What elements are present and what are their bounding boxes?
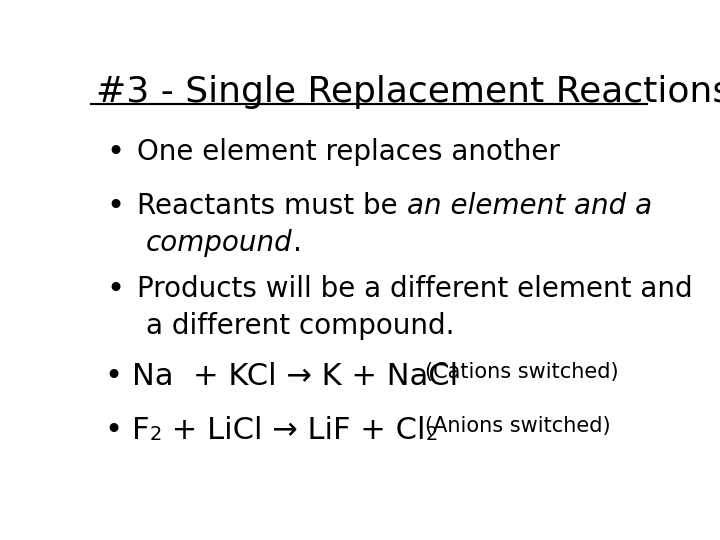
Text: F: F (132, 416, 149, 445)
Text: + LiCl → LiF + Cl: + LiCl → LiF + Cl (162, 416, 426, 445)
Text: •: • (107, 138, 125, 166)
Text: #3 - Single Replacement Reactions: #3 - Single Replacement Reactions (96, 75, 720, 109)
Text: •: • (104, 416, 122, 445)
Text: 2: 2 (426, 426, 438, 444)
Text: a different compound.: a different compound. (145, 312, 454, 340)
Text: an element and a: an element and a (407, 192, 652, 220)
Text: (Anions switched): (Anions switched) (425, 416, 611, 436)
Text: .: . (292, 229, 302, 257)
Text: (Cations switched): (Cations switched) (425, 362, 618, 382)
Text: Products will be a different element and: Products will be a different element and (138, 275, 693, 303)
Text: •: • (104, 362, 122, 391)
Text: 2: 2 (149, 426, 162, 444)
Text: •: • (107, 192, 125, 221)
Text: Na  + KCl → K + NaCl: Na + KCl → K + NaCl (132, 362, 458, 391)
Text: compound: compound (145, 229, 292, 257)
Text: One element replaces another: One element replaces another (138, 138, 560, 166)
Text: Reactants must be: Reactants must be (138, 192, 407, 220)
Text: •: • (107, 275, 125, 304)
